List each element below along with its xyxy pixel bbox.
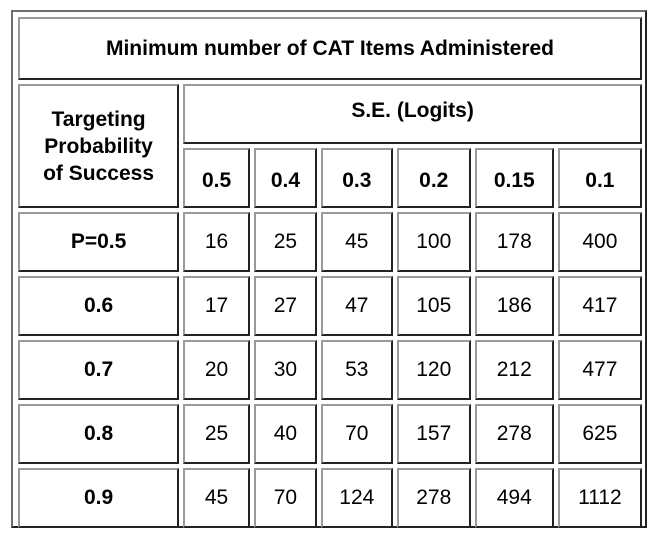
table-cell: 20 <box>183 340 250 400</box>
se-value: 0.4 <box>254 148 317 208</box>
table-cell: 16 <box>183 212 250 272</box>
table-cell: 417 <box>557 276 642 336</box>
se-value: 0.2 <box>396 148 471 208</box>
table-cell: 278 <box>474 404 554 464</box>
table-cell: 278 <box>396 468 471 528</box>
cat-items-table: Minimum number of CAT Items Administered… <box>14 13 646 532</box>
table-cell: 124 <box>320 468 393 528</box>
table-title: Minimum number of CAT Items Administered <box>18 17 642 80</box>
table-cell: 186 <box>474 276 554 336</box>
se-values-row: 0.5 0.4 0.3 0.2 0.15 0.1 <box>18 148 642 208</box>
table-cell: 40 <box>254 404 317 464</box>
se-value: 0.3 <box>320 148 393 208</box>
table-row: 0.9 45 70 124 278 494 1112 <box>18 468 642 528</box>
table-cell: 45 <box>320 212 393 272</box>
se-value: 0.15 <box>474 148 554 208</box>
table-cell: 477 <box>557 340 642 400</box>
row-label: 0.9 <box>18 468 180 528</box>
table-cell: 494 <box>474 468 554 528</box>
table-cell: 25 <box>254 212 317 272</box>
row-label: 0.7 <box>18 340 180 400</box>
table-cell: 625 <box>557 404 642 464</box>
table-cell: 157 <box>396 404 471 464</box>
table-cell: 1112 <box>557 468 642 528</box>
table-cell: 70 <box>254 468 317 528</box>
table-cell: 178 <box>474 212 554 272</box>
row-label: P=0.5 <box>18 212 180 272</box>
table-cell: 212 <box>474 340 554 400</box>
table-cell: 47 <box>320 276 393 336</box>
table-row: 0.8 25 40 70 157 278 625 <box>18 404 642 464</box>
corner-label-line-2: Probability <box>44 134 153 158</box>
row-label: 0.8 <box>18 404 180 464</box>
table-cell: 17 <box>183 276 250 336</box>
table-cell: 400 <box>557 212 642 272</box>
se-value: 0.5 <box>183 148 250 208</box>
se-logits-header: S.E. (Logits) <box>183 84 642 144</box>
se-value: 0.1 <box>557 148 642 208</box>
table-cell: 70 <box>320 404 393 464</box>
table-row: 0.7 20 30 53 120 212 477 <box>18 340 642 400</box>
table-cell: 105 <box>396 276 471 336</box>
targeting-probability-header: Targeting Probability of Success <box>18 84 180 208</box>
row-label: 0.6 <box>18 276 180 336</box>
table-cell: 45 <box>183 468 250 528</box>
table-cell: 100 <box>396 212 471 272</box>
table-cell: 120 <box>396 340 471 400</box>
table-cell: 30 <box>254 340 317 400</box>
table-row: 0.6 17 27 47 105 186 417 <box>18 276 642 336</box>
corner-label-line-1: Targeting <box>51 107 146 131</box>
table-cell: 25 <box>183 404 250 464</box>
table-cell: 53 <box>320 340 393 400</box>
corner-label-line-3: of Success <box>43 161 154 185</box>
table-cell: 27 <box>254 276 317 336</box>
table-row: P=0.5 16 25 45 100 178 400 <box>18 212 642 272</box>
